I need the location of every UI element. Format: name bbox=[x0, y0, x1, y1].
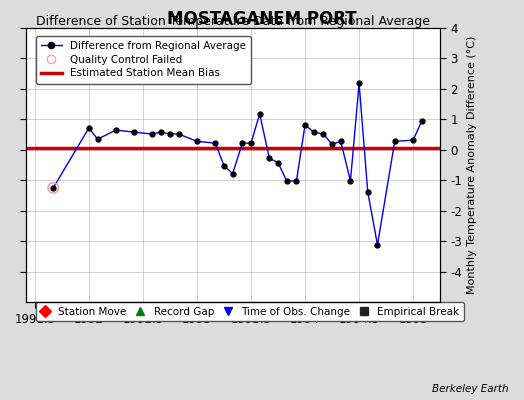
Point bbox=[49, 185, 58, 191]
Text: MOSTAGANEM PORT: MOSTAGANEM PORT bbox=[167, 10, 357, 28]
Legend: Difference from Regional Average, Quality Control Failed, Estimated Station Mean: Difference from Regional Average, Qualit… bbox=[36, 36, 251, 84]
Text: Berkeley Earth: Berkeley Earth bbox=[432, 384, 508, 394]
Title: Difference of Station Temperature Data from Regional Average: Difference of Station Temperature Data f… bbox=[36, 15, 430, 28]
Legend: Station Move, Record Gap, Time of Obs. Change, Empirical Break: Station Move, Record Gap, Time of Obs. C… bbox=[36, 302, 464, 321]
Y-axis label: Monthly Temperature Anomaly Difference (°C): Monthly Temperature Anomaly Difference (… bbox=[466, 36, 477, 294]
